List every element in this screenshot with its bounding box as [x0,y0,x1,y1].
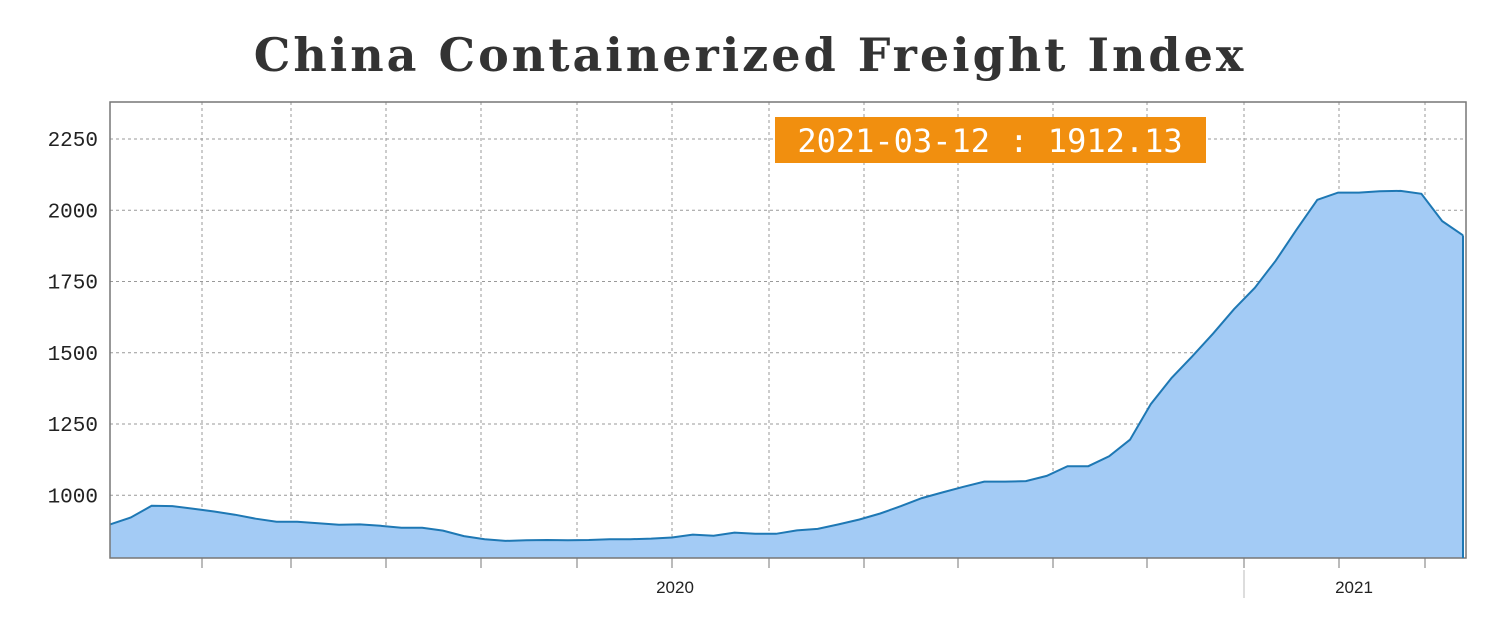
tooltip-label: 2021-03-12 : 1912.13 [797,122,1182,160]
chart-title: China Containerized Freight Index [253,28,1247,82]
y-tick-label: 1500 [48,344,98,367]
y-tick-label: 1000 [48,486,98,509]
series-line[interactable] [109,189,1464,542]
tooltip-background [775,117,1206,163]
y-tick-label: 2250 [48,130,98,153]
x-tick-label: 2020 [656,578,694,597]
y-tick-label: 1250 [48,415,98,438]
y-tick-label: 2000 [48,201,98,224]
x-tick-label: 2021 [1335,578,1373,597]
y-tick-label: 1750 [48,273,98,296]
plot-border [109,101,1467,559]
value-tooltip: 2021-03-12 : 1912.13 [775,117,1206,163]
series-area[interactable] [110,190,1463,558]
axes: 1000 1250 1500 1750 2000 2250 2020 2021 [48,130,1464,598]
